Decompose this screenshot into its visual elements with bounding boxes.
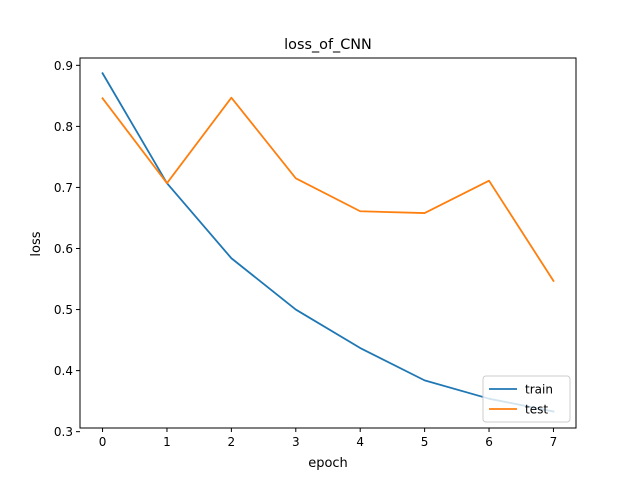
x-tick-label: 3	[292, 435, 300, 449]
legend-label-train: train	[525, 383, 553, 397]
y-tick-label: 0.7	[54, 181, 73, 195]
y-tick-label: 0.8	[54, 120, 73, 134]
y-axis-ticks: 0.3 0.4 0.5 0.6 0.7 0.8 0.9	[54, 59, 80, 439]
y-axis-label: loss	[29, 231, 44, 256]
series-line-test	[101, 96, 555, 283]
legend-label-test: test	[525, 403, 548, 417]
x-tick-label: 4	[356, 435, 364, 449]
chart-title: loss_of_CNN	[284, 37, 372, 53]
y-tick-label: 0.4	[54, 364, 73, 378]
plot-frame	[79, 57, 577, 429]
y-tick-label: 0.5	[54, 303, 73, 317]
x-tick-label: 0	[99, 435, 107, 449]
x-axis-ticks: 0 1 2 3 4 5 6 7	[99, 428, 558, 449]
x-axis-label: epoch	[308, 456, 348, 471]
x-tick-label: 5	[421, 435, 429, 449]
x-tick-label: 2	[228, 435, 236, 449]
y-tick-label: 0.9	[54, 59, 73, 73]
y-tick-label: 0.6	[54, 242, 73, 256]
x-tick-label: 7	[550, 435, 558, 449]
legend: train test	[482, 375, 571, 423]
series-lines	[101, 72, 555, 413]
x-tick-label: 6	[485, 435, 493, 449]
series-line-train	[101, 72, 555, 413]
y-tick-label: 0.3	[54, 425, 73, 439]
legend-box	[482, 375, 571, 423]
x-tick-label: 1	[163, 435, 171, 449]
